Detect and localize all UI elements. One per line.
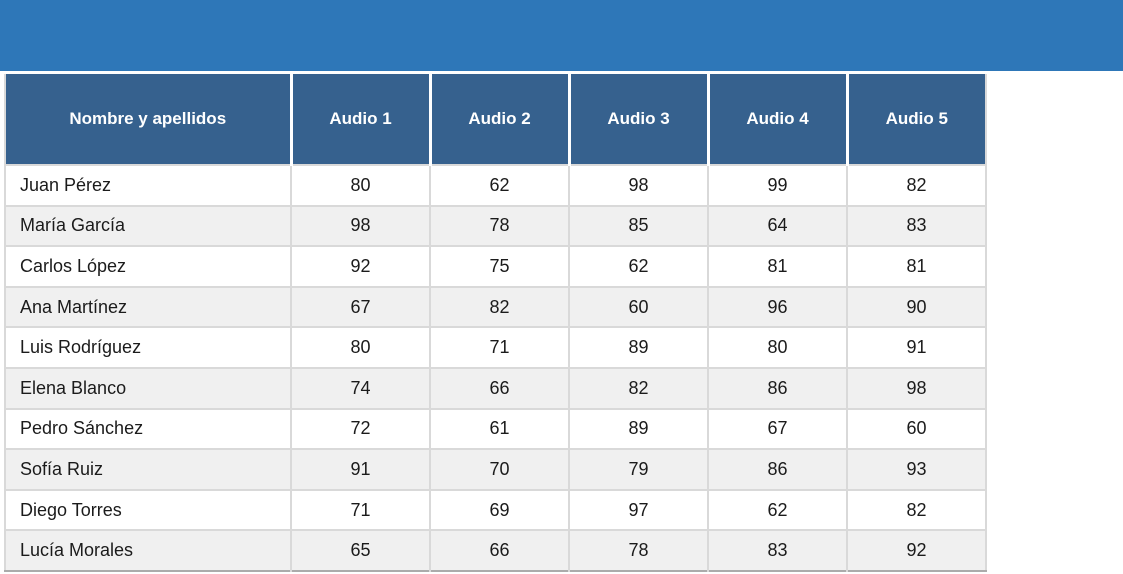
score-cell: 74 xyxy=(290,367,431,410)
student-name-cell: Pedro Sánchez xyxy=(5,408,292,451)
score-cell: 60 xyxy=(568,286,709,329)
table-row: Pedro Sánchez 72 61 89 67 60 xyxy=(5,408,986,451)
score-cell: 93 xyxy=(846,449,986,491)
score-cell: 98 xyxy=(846,367,986,410)
score-cell: 72 xyxy=(290,408,431,451)
student-name-cell: Elena Blanco xyxy=(5,367,292,410)
column-header-audio-5: Audio 5 xyxy=(845,74,986,166)
table-row: María García 98 78 85 64 83 xyxy=(5,205,986,248)
score-cell: 62 xyxy=(707,489,848,532)
score-cell: 80 xyxy=(290,327,431,369)
title-banner xyxy=(0,0,1123,71)
score-cell: 81 xyxy=(846,246,986,288)
table-row: Juan Pérez 80 62 98 99 82 xyxy=(5,165,986,207)
student-name-cell: Lucía Morales xyxy=(5,530,292,571)
scores-table-container: Nombre y apellidos Audio 1 Audio 2 Audio… xyxy=(4,74,1123,572)
score-cell: 90 xyxy=(846,286,986,329)
score-cell: 78 xyxy=(568,530,709,571)
score-cell: 61 xyxy=(429,408,570,451)
score-cell: 81 xyxy=(707,246,848,288)
student-name-cell: Juan Pérez xyxy=(5,165,292,207)
score-cell: 85 xyxy=(568,205,709,248)
column-header-audio-1: Audio 1 xyxy=(289,74,430,166)
score-cell: 86 xyxy=(707,367,848,410)
score-cell: 71 xyxy=(290,489,431,532)
score-cell: 97 xyxy=(568,489,709,532)
score-cell: 66 xyxy=(429,367,570,410)
table-body: Juan Pérez 80 62 98 99 82 María García 98 78 85 64… xyxy=(5,165,986,571)
score-cell: 67 xyxy=(290,286,431,329)
score-cell: 92 xyxy=(290,246,431,288)
table-header: Nombre y apellidos Audio 1 Audio 2 Audio… xyxy=(5,74,986,166)
column-header-audio-3: Audio 3 xyxy=(567,74,708,166)
table-row: Carlos López 92 75 62 81 81 xyxy=(5,246,986,288)
table-row: Diego Torres 71 69 97 62 82 xyxy=(5,489,986,532)
score-cell: 62 xyxy=(429,165,570,207)
table-row: Ana Martínez 67 82 60 96 90 xyxy=(5,286,986,329)
score-cell: 80 xyxy=(707,327,848,369)
column-header-audio-2: Audio 2 xyxy=(428,74,569,166)
score-cell: 83 xyxy=(846,205,986,248)
table-row: Elena Blanco 74 66 82 86 98 xyxy=(5,367,986,410)
score-cell: 92 xyxy=(846,530,986,571)
table-row: Sofía Ruiz 91 70 79 86 93 xyxy=(5,449,986,491)
score-cell: 98 xyxy=(290,205,431,248)
student-name-cell: Diego Torres xyxy=(5,489,292,532)
score-cell: 64 xyxy=(707,205,848,248)
table-row: Lucía Morales 65 66 78 83 92 xyxy=(5,530,986,571)
score-cell: 86 xyxy=(707,449,848,491)
score-cell: 82 xyxy=(429,286,570,329)
score-cell: 67 xyxy=(707,408,848,451)
student-name-cell: Sofía Ruiz xyxy=(5,449,292,491)
score-cell: 89 xyxy=(568,327,709,369)
score-cell: 78 xyxy=(429,205,570,248)
student-name-cell: María García xyxy=(5,205,292,248)
score-cell: 82 xyxy=(846,165,986,207)
student-name-cell: Luis Rodríguez xyxy=(5,327,292,369)
student-name-cell: Ana Martínez xyxy=(5,286,292,329)
score-cell: 80 xyxy=(290,165,431,207)
table-row: Luis Rodríguez 80 71 89 80 91 xyxy=(5,327,986,369)
score-cell: 91 xyxy=(846,327,986,369)
score-cell: 65 xyxy=(290,530,431,571)
score-cell: 96 xyxy=(707,286,848,329)
score-cell: 91 xyxy=(290,449,431,491)
score-cell: 69 xyxy=(429,489,570,532)
header-row: Nombre y apellidos Audio 1 Audio 2 Audio… xyxy=(5,74,986,166)
score-cell: 75 xyxy=(429,246,570,288)
score-cell: 60 xyxy=(846,408,986,451)
score-cell: 71 xyxy=(429,327,570,369)
score-cell: 99 xyxy=(707,165,848,207)
score-cell: 66 xyxy=(429,530,570,571)
column-header-name: Nombre y apellidos xyxy=(5,74,291,166)
column-header-audio-4: Audio 4 xyxy=(706,74,847,166)
score-cell: 89 xyxy=(568,408,709,451)
score-cell: 82 xyxy=(846,489,986,532)
score-cell: 70 xyxy=(429,449,570,491)
score-cell: 82 xyxy=(568,367,709,410)
score-cell: 79 xyxy=(568,449,709,491)
student-name-cell: Carlos López xyxy=(5,246,292,288)
score-cell: 83 xyxy=(707,530,848,571)
scores-table: Nombre y apellidos Audio 1 Audio 2 Audio… xyxy=(4,74,987,572)
score-cell: 62 xyxy=(568,246,709,288)
score-cell: 98 xyxy=(568,165,709,207)
